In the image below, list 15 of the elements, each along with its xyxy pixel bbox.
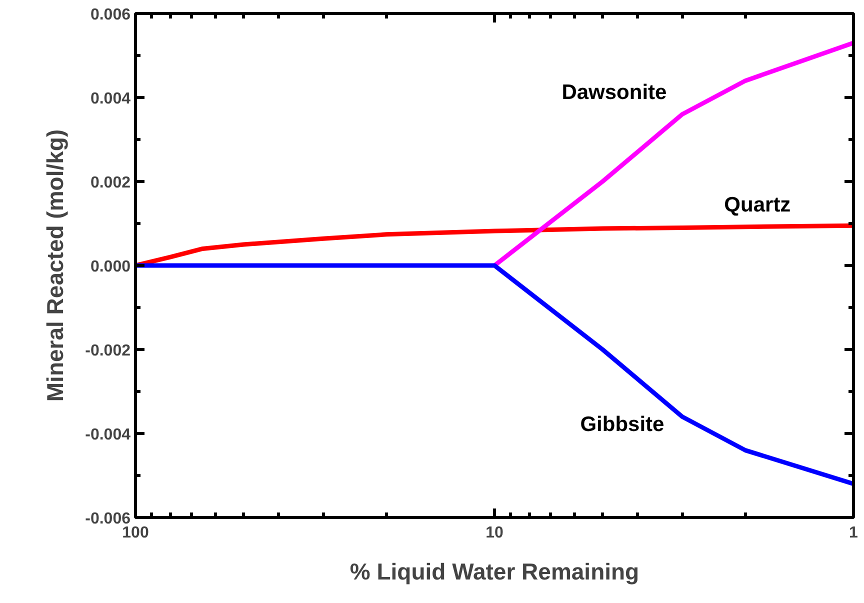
- y-tick-label: 0.006: [90, 6, 131, 24]
- series-label: Gibbsite: [580, 413, 664, 436]
- x-tick-label: 10: [486, 524, 504, 542]
- y-tick-label: -0.006: [85, 510, 131, 528]
- y-axis-title: Mineral Reacted (mol/kg): [42, 129, 68, 402]
- series-label: Dawsonite: [562, 80, 667, 104]
- y-tick-label: -0.002: [85, 342, 131, 360]
- y-tick-label: 0.000: [90, 258, 131, 276]
- y-tick-label: -0.004: [85, 426, 131, 444]
- series-label: Quartz: [724, 193, 791, 216]
- x-axis-title: % Liquid Water Remaining: [350, 558, 640, 584]
- x-tick-label: 1: [849, 524, 858, 542]
- y-tick-label: 0.004: [90, 90, 131, 108]
- y-tick-label: 0.002: [90, 174, 131, 192]
- x-tick-label: 100: [122, 524, 149, 542]
